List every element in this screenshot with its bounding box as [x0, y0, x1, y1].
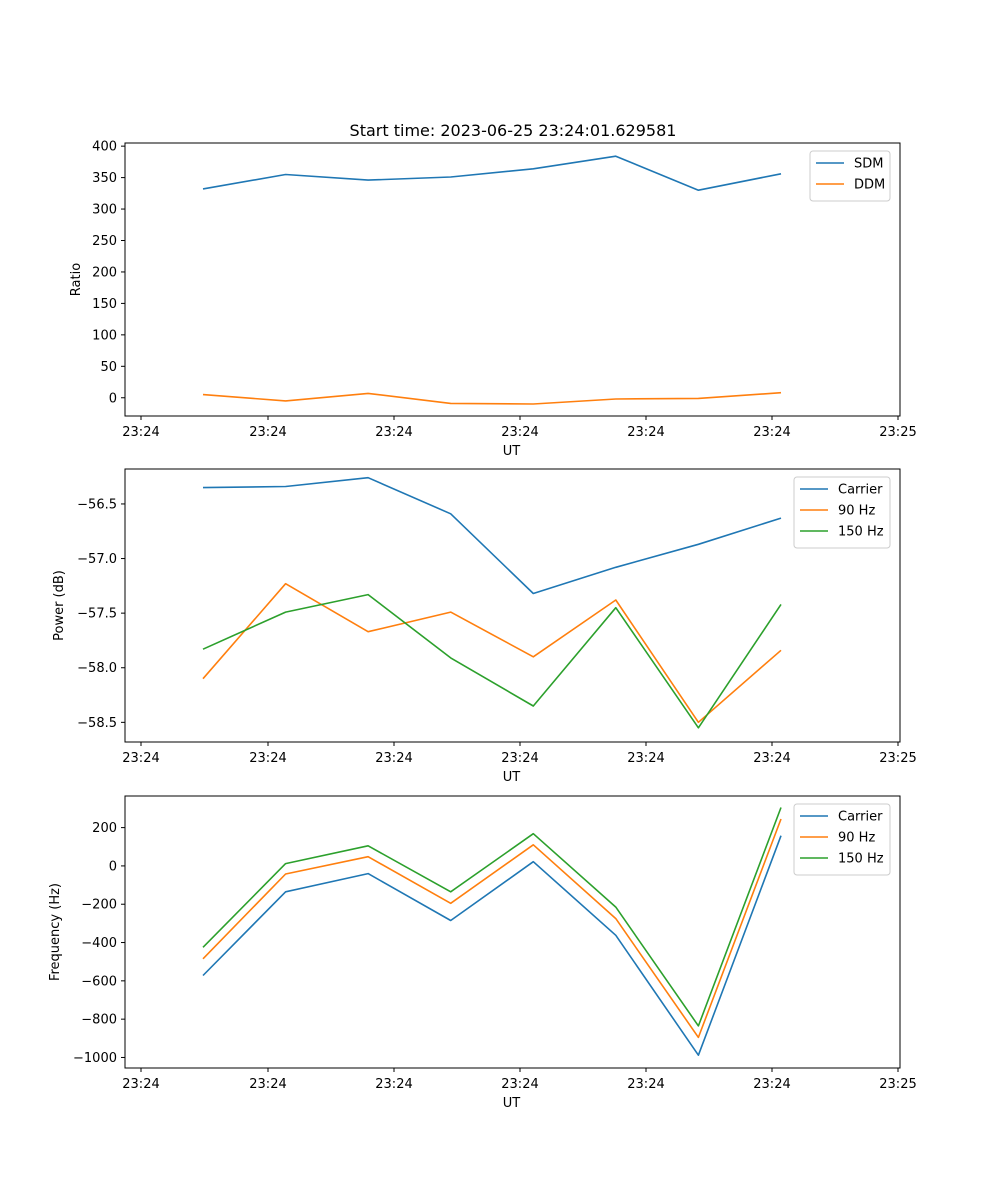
x-tick-label: 23:24	[375, 425, 412, 440]
x-tick-label: 23:24	[501, 425, 538, 440]
y-tick-label: −56.5	[77, 497, 117, 512]
y-tick-label: 400	[92, 140, 117, 155]
legend-entry: 90 Hz	[838, 831, 875, 846]
x-axis-label: UT	[503, 1096, 521, 1111]
axes-frame	[124, 795, 901, 1069]
series-line-150-hz	[202, 593, 782, 729]
legend-entry: 150 Hz	[838, 852, 884, 867]
x-tick-label: 23:24	[375, 1077, 412, 1092]
series-line-150-hz	[202, 807, 782, 1027]
series-line-carrier	[202, 476, 782, 595]
y-tick-label: −1000	[73, 1051, 117, 1066]
x-tick-label: 23:24	[627, 1077, 664, 1092]
x-tick-label: 23:24	[249, 1077, 286, 1092]
y-tick-label: 350	[92, 171, 117, 186]
series-line-ddm	[202, 391, 782, 405]
legend-entry: Carrier	[838, 483, 883, 498]
y-tick-label: −600	[81, 974, 117, 989]
x-axis-label: UT	[503, 444, 521, 459]
legend: SDM DDM	[809, 150, 891, 202]
legend-entry: DDM	[854, 178, 885, 193]
y-axis-label: Ratio	[69, 263, 84, 296]
y-tick-label: −400	[81, 936, 117, 951]
legend: Carrier 90 Hz 150 Hz	[793, 803, 891, 876]
y-tick-label: −200	[81, 898, 117, 913]
x-tick-label: 23:24	[501, 1077, 538, 1092]
x-tick-label: 23:24	[249, 751, 286, 766]
x-tick-label: 23:24	[375, 751, 412, 766]
y-tick-label: 300	[92, 203, 117, 218]
legend-entry: 90 Hz	[838, 504, 875, 519]
x-tick-label: 23:24	[122, 425, 159, 440]
x-tick-label: 23:24	[753, 425, 790, 440]
y-tick-label: −58.5	[77, 716, 117, 731]
legend-entry: Carrier	[838, 810, 883, 825]
y-tick-label: 150	[92, 297, 117, 312]
x-tick-label: 23:24	[122, 1077, 159, 1092]
axes-frame	[124, 468, 901, 743]
y-tick-label: 50	[100, 360, 117, 375]
series-line-carrier	[202, 835, 782, 1056]
x-tick-label: 23:24	[753, 1077, 790, 1092]
figure-title: Start time: 2023-06-25 23:24:01.629581	[350, 121, 677, 140]
y-tick-label: 250	[92, 234, 117, 249]
y-tick-label: 200	[92, 265, 117, 280]
y-tick-label: 200	[92, 821, 117, 836]
y-tick-label: 0	[109, 391, 117, 406]
x-axis-label: UT	[503, 770, 521, 785]
y-tick-label: −57.0	[77, 552, 117, 567]
x-tick-label: 23:24	[627, 425, 664, 440]
series-line-90-hz	[202, 582, 782, 724]
x-tick-label: 23:24	[753, 751, 790, 766]
y-tick-label: −58.0	[77, 661, 117, 676]
y-tick-label: 100	[92, 328, 117, 343]
x-tick-label: 23:24	[249, 425, 286, 440]
series-line-sdm	[202, 155, 782, 191]
legend-entry: SDM	[854, 157, 883, 172]
y-tick-label: 0	[109, 859, 117, 874]
chart-ratio: 0 50 100 150 200 250 300 350 400 23:24 23:24 23:24 2…	[69, 140, 917, 459]
chart-power: −56.5 −57.0 −57.5 −58.0 −58.5 23:24 23:24 23:24…	[52, 468, 917, 785]
y-tick-label: −800	[81, 1013, 117, 1028]
chart-frequency: 200 0 −200 −400 −600 −800 −1000 23:24 23:24 23:24…	[48, 795, 917, 1111]
x-tick-label: 23:24	[501, 751, 538, 766]
legend: Carrier 90 Hz 150 Hz	[793, 476, 891, 549]
y-axis-label: Power (dB)	[52, 570, 67, 641]
y-axis-label: Frequency (Hz)	[48, 883, 63, 981]
legend-entry: 150 Hz	[838, 525, 884, 540]
series-line-90-hz	[202, 818, 782, 1039]
x-tick-label: 23:25	[879, 425, 916, 440]
x-tick-label: 23:24	[122, 751, 159, 766]
x-tick-label: 23:25	[879, 751, 916, 766]
x-tick-label: 23:25	[879, 1077, 916, 1092]
x-tick-label: 23:24	[627, 751, 664, 766]
axes-frame	[124, 142, 901, 417]
y-tick-label: −57.5	[77, 607, 117, 622]
